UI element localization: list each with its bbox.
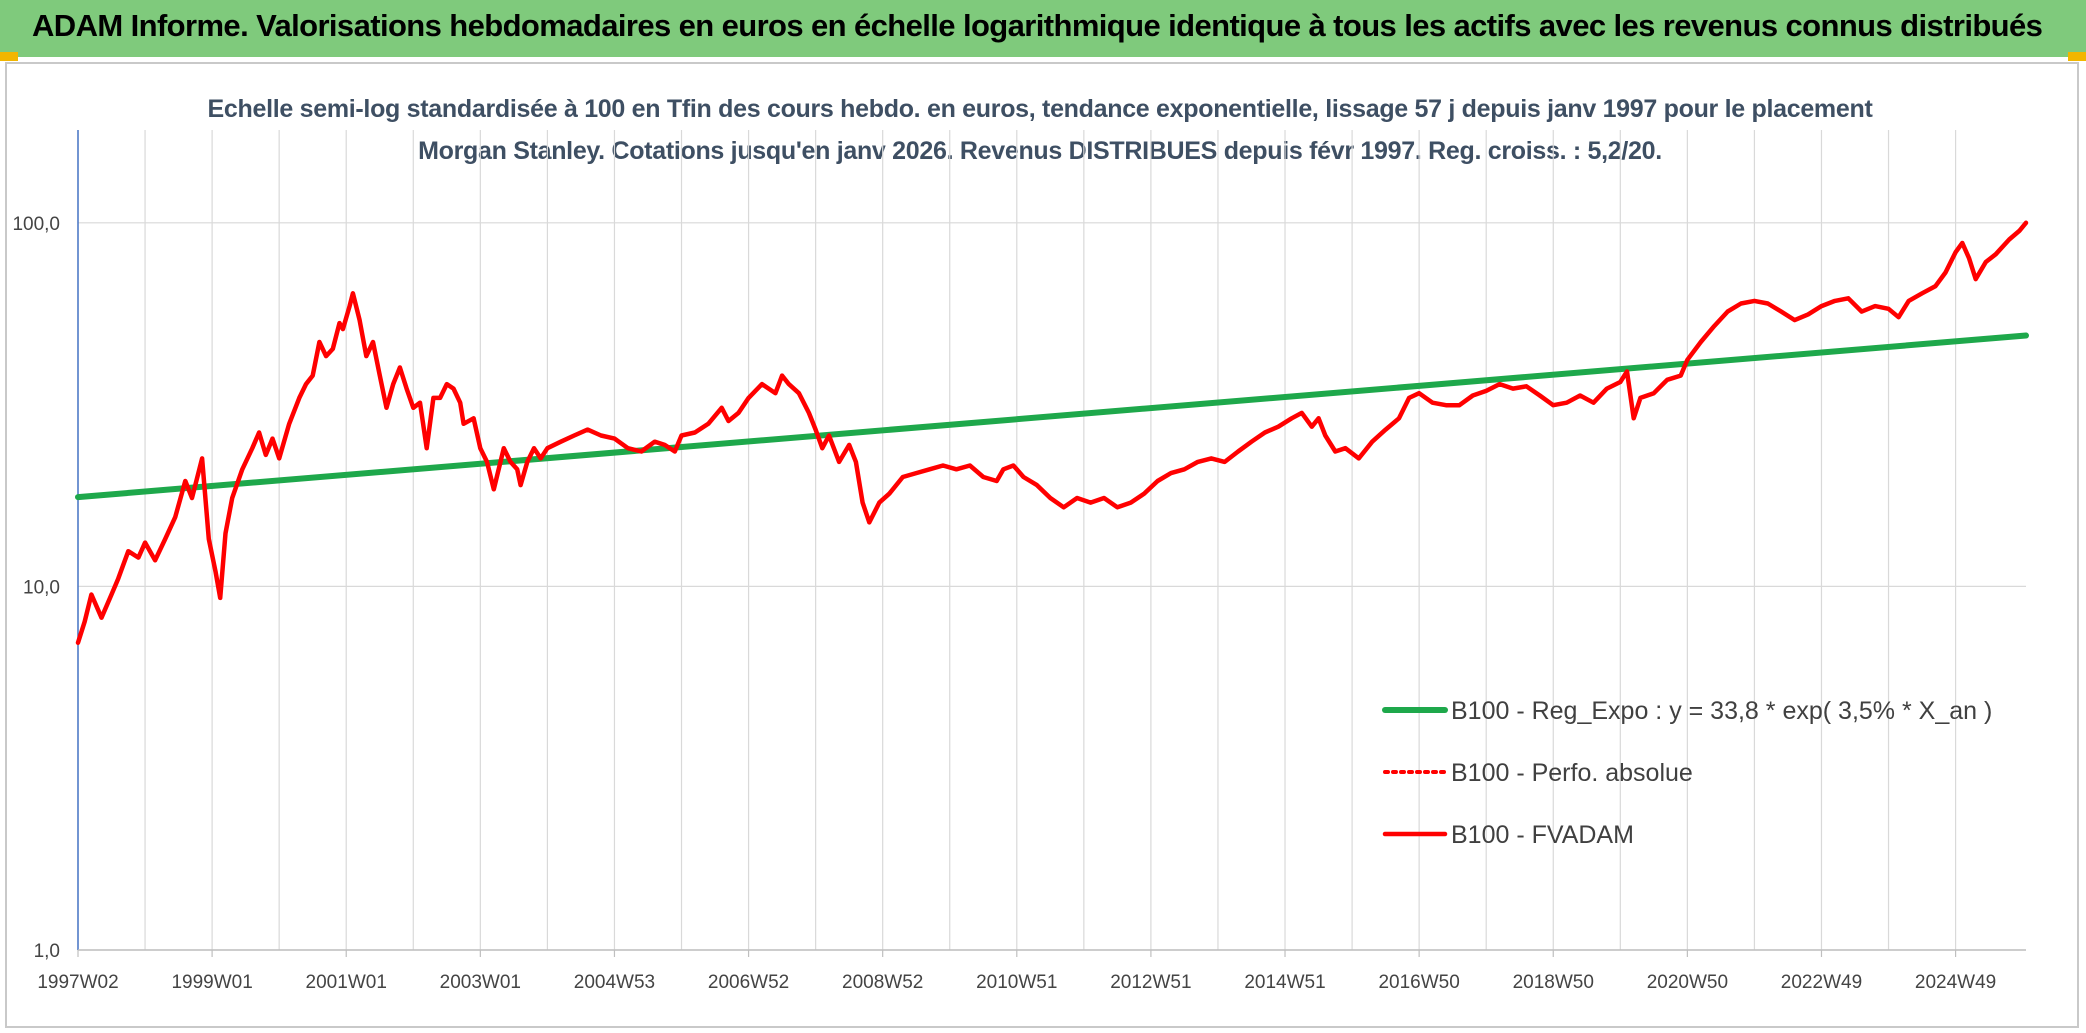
x-tick-label: 2020W50	[1647, 972, 1728, 993]
header-bar	[0, 0, 2086, 57]
y-tick-label: 100,0	[12, 214, 60, 235]
y-tick-label: 10,0	[23, 577, 60, 598]
corner-marker-left	[0, 52, 18, 61]
grid-lines	[78, 130, 2026, 951]
x-tick-label: 2012W51	[1110, 972, 1191, 993]
x-tick-labels: 1997W02 1999W01 2001W01 2003W01 2004W53 2006W…	[37, 972, 1996, 993]
legend-label-0: B100 - Reg_Expo : y = 33,8 * exp( 3,5% *…	[1451, 697, 1992, 725]
chart-frame	[5, 62, 2079, 1028]
x-tick-label: 2008W52	[842, 972, 923, 993]
y-tick-labels: 1,0 10,0 100,0	[12, 214, 60, 962]
y-tick-label: 1,0	[34, 941, 60, 962]
legend: B100 - Reg_Expo : y = 33,8 * exp( 3,5% *…	[1382, 697, 1992, 849]
x-tick-label: 2014W51	[1244, 972, 1325, 993]
x-tick-label: 2024W49	[1915, 972, 1996, 993]
x-tick-label: 2001W01	[306, 972, 387, 993]
x-tick-label: 2010W51	[976, 972, 1057, 993]
x-tick-label: 2006W52	[708, 972, 789, 993]
legend-label-2: B100 - FVADAM	[1451, 821, 1634, 849]
x-tick-label: 2004W53	[574, 972, 655, 993]
x-tick-label: 2022W49	[1781, 972, 1862, 993]
chart-title: Echelle semi-log standardisée à 100 en T…	[207, 95, 1873, 165]
x-tick-label: 1999W01	[171, 972, 252, 993]
x-tick-label: 2018W50	[1513, 972, 1594, 993]
legend-label-1: B100 - Perfo. absolue	[1451, 759, 1693, 787]
corner-marker-right	[2068, 52, 2086, 61]
header-title: ADAM Informe. Valorisations hebdomadaire…	[32, 8, 2043, 43]
x-tick-label: 2003W01	[440, 972, 521, 993]
series-line-2	[75, 220, 2029, 645]
x-tick-label: 1997W02	[37, 972, 118, 993]
axes	[77, 130, 2026, 957]
x-tick-label: 2016W50	[1378, 972, 1459, 993]
series-lines	[75, 220, 2029, 645]
series-line-0	[75, 332, 2029, 501]
